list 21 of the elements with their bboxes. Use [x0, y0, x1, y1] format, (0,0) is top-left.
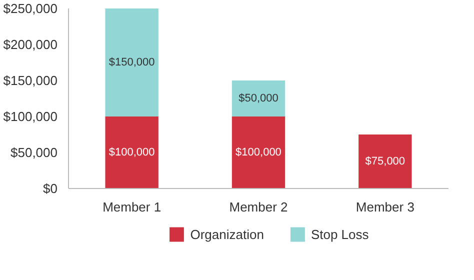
y-tick-label: $150,000 — [3, 73, 58, 88]
y-tick-label: $200,000 — [3, 37, 58, 52]
data-label: $50,000 — [238, 92, 278, 104]
y-tick-label: $250,000 — [3, 1, 58, 16]
data-label: $100,000 — [108, 146, 155, 158]
data-label: $150,000 — [108, 56, 155, 68]
data-label: $100,000 — [236, 146, 282, 158]
x-tick-label: Member 3 — [356, 200, 414, 214]
bar — [232, 80, 286, 116]
y-tick-label: $100,000 — [3, 109, 58, 124]
x-tick-label: Member 2 — [229, 200, 288, 214]
bar — [105, 116, 158, 188]
legend-label: Organization — [190, 226, 264, 242]
y-tick-label: $50,000 — [10, 145, 58, 160]
bar — [105, 8, 158, 116]
x-tick-label: Member 1 — [102, 200, 162, 214]
bar — [232, 116, 286, 188]
bar — [358, 134, 412, 188]
legend-label: Stop Loss — [310, 226, 369, 242]
y-tick-label: $0 — [43, 181, 58, 196]
data-label: $75,000 — [365, 156, 406, 168]
